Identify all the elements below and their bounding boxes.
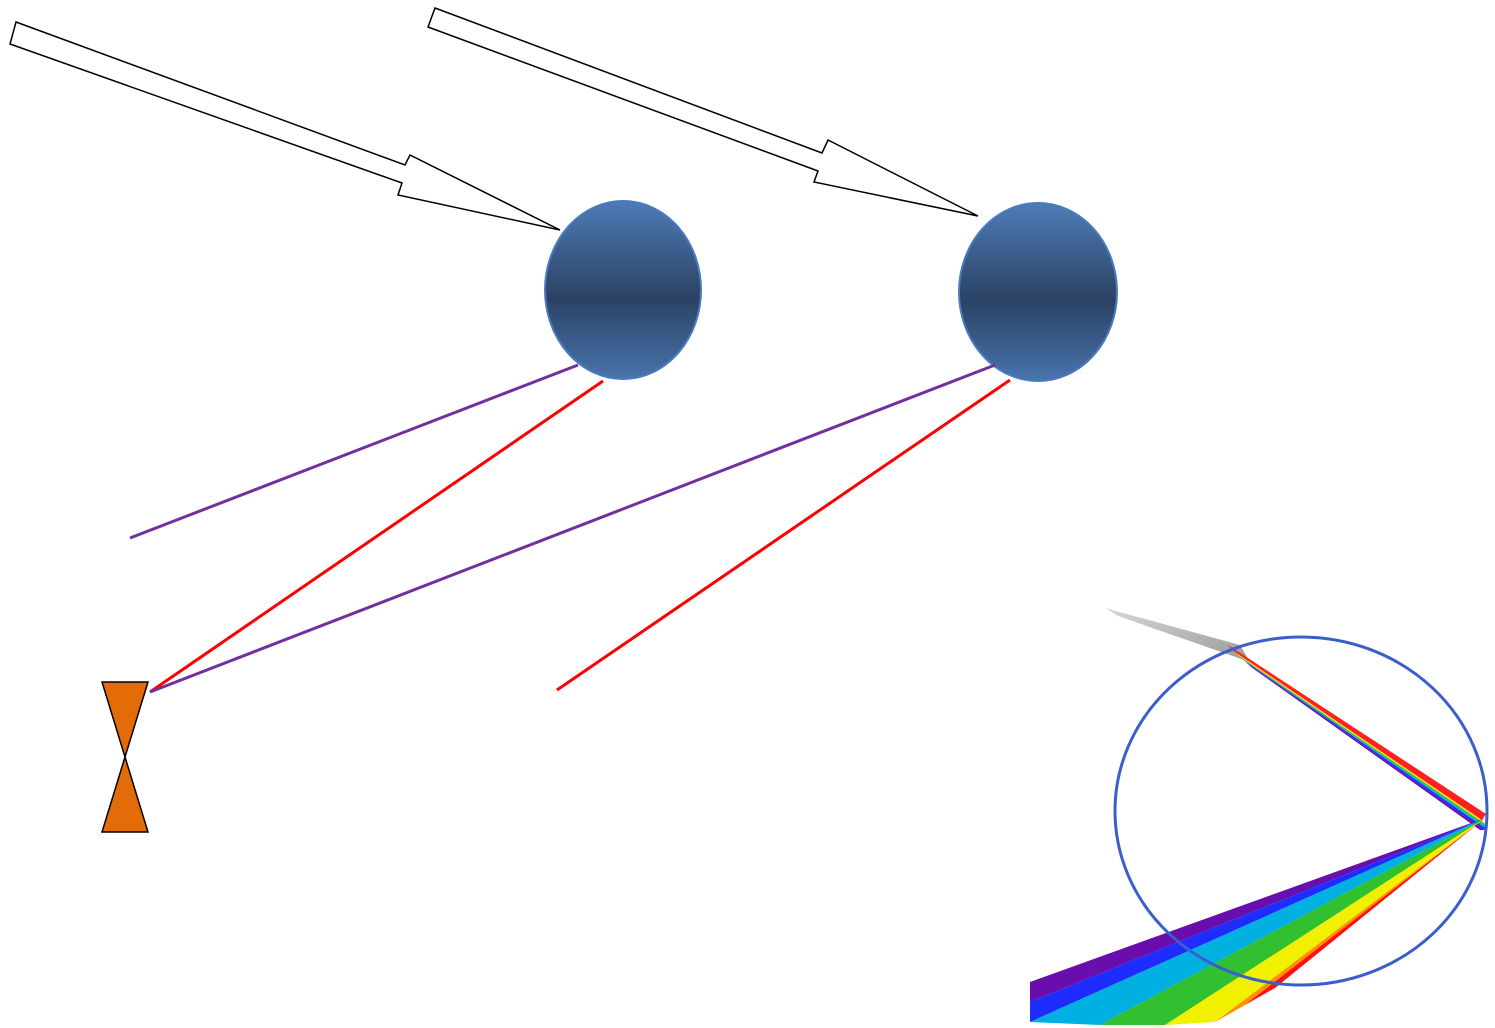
droplet-outline [1113,635,1489,987]
sun-ray-arrow [427,7,979,217]
observer [100,681,150,833]
exit-beam [1245,818,1485,1005]
raindrop [958,202,1118,382]
internal-beam [1236,653,1485,824]
sun-ray-arrow [9,21,561,231]
exit-beam [1165,818,1485,1025]
raindrop [544,200,702,380]
violet-ray [129,363,579,540]
red-ray [556,378,1011,692]
exit-beam [1030,818,1485,1025]
internal-beam [1232,650,1484,822]
internal-beam [1245,661,1485,830]
violet-ray [149,363,996,694]
internal-beam [1248,664,1484,830]
dispersion-inset [1030,608,1489,1025]
exit-beam [1100,818,1485,1025]
internal-beam [1239,656,1485,826]
red-ray [149,379,604,694]
internal-beam [1228,645,1486,820]
incoming-light [1105,608,1250,662]
exit-beam [1215,818,1485,1022]
